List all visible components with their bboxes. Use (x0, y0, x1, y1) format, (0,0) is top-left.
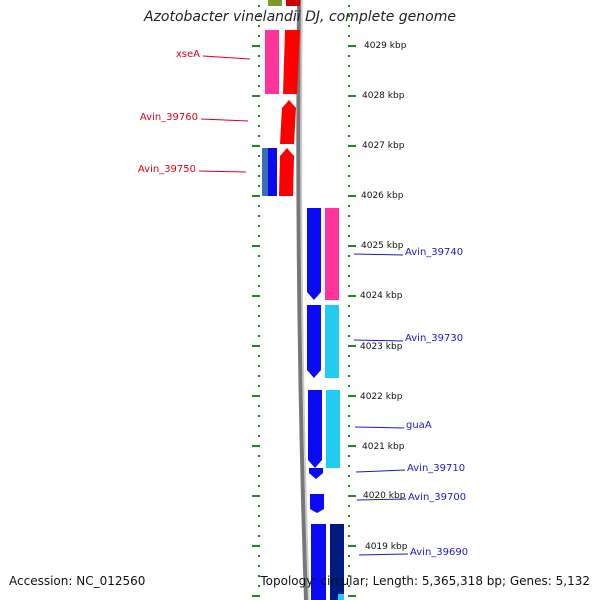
scale-label: 4025 kbp (361, 241, 404, 251)
gene-arrow-Avin_39740 (307, 208, 321, 300)
gene-arrow-Avin_39710 (309, 468, 323, 479)
gene-label-Avin_39760[interactable]: Avin_39760 (139, 112, 198, 123)
gene-block-Avin_39730-cyan (325, 305, 339, 378)
scale-label: 4024 kbp (360, 291, 403, 301)
leader-line-Avin_39730 (353, 339, 404, 342)
gene-label-Avin_39750[interactable]: Avin_39750 (137, 164, 196, 175)
genome-summary-text: Topology: circular; Length: 5,365,318 bp… (260, 574, 590, 588)
gene-block-top-olive (268, 0, 282, 6)
scale-label: 4029 kbp (364, 41, 407, 51)
gene-arrow-Avin_39730 (307, 305, 321, 378)
gene-label-xseA[interactable]: xseA (175, 49, 200, 60)
scale-label: 4028 kbp (362, 91, 405, 101)
gene-block-Avin_39750-blue (268, 148, 277, 196)
leader-line-Avin_39760 (200, 118, 249, 122)
gene-block-xseA-magenta (265, 30, 279, 94)
gene-arrow-Avin_39750-red (279, 148, 294, 196)
gene-label-Avin_39740[interactable]: Avin_39740 (405, 247, 464, 258)
leader-line-guaA (354, 426, 405, 429)
leader-line-Avin_39750 (198, 170, 247, 173)
scale-label: 4026 kbp (361, 191, 404, 201)
gene-label-Avin_39710[interactable]: Avin_39710 (407, 463, 466, 474)
gene-block-bottom-cyan (338, 594, 344, 600)
gene-label-Avin_39690[interactable]: Avin_39690 (410, 547, 469, 558)
gene-block-Avin_39740-magenta (325, 208, 339, 300)
scale-ticks (252, 5, 356, 597)
scale-label: 4027 kbp (362, 141, 405, 151)
genome-backbone (296, 0, 308, 600)
leader-line-Avin_39740 (353, 253, 404, 256)
gene-block-guaA-cyan (326, 390, 340, 468)
scale-label: 4023 kbp (360, 342, 403, 352)
scale-label: 4022 kbp (360, 392, 403, 402)
label-leaders (198, 55, 409, 556)
genome-backbone-highlight (300, 0, 310, 600)
gene-label-guaA[interactable]: guaA (406, 420, 432, 431)
scale-label: 4019 kbp (365, 542, 408, 552)
gene-label-Avin_39730[interactable]: Avin_39730 (405, 333, 464, 344)
gene-arrow-Avin_39760 (280, 100, 296, 144)
scale-label: 4020 kbp (363, 491, 406, 501)
gene-block-Avin_39750-steel (262, 148, 268, 196)
leader-line-xseA (202, 55, 251, 60)
gene-label-Avin_39700[interactable]: Avin_39700 (408, 492, 467, 503)
scale-label: 4021 kbp (362, 442, 405, 452)
gene-block-Avin_39690-blue (311, 524, 326, 600)
map-title: Azotobacter vinelandii DJ, complete geno… (144, 9, 456, 25)
gene-arrow-xseA-red (283, 30, 300, 94)
accession-text: Accession: NC_012560 (9, 574, 146, 588)
leader-line-Avin_39700 (356, 498, 407, 501)
gene-block-top-red (286, 0, 300, 6)
leader-line-Avin_39690 (358, 553, 409, 556)
gene-arrow-guaA (308, 390, 322, 468)
gene-arrow-Avin_39700 (310, 494, 324, 513)
leader-line-Avin_39710 (355, 469, 406, 473)
gene-block-Avin_39690-navy (330, 524, 344, 600)
